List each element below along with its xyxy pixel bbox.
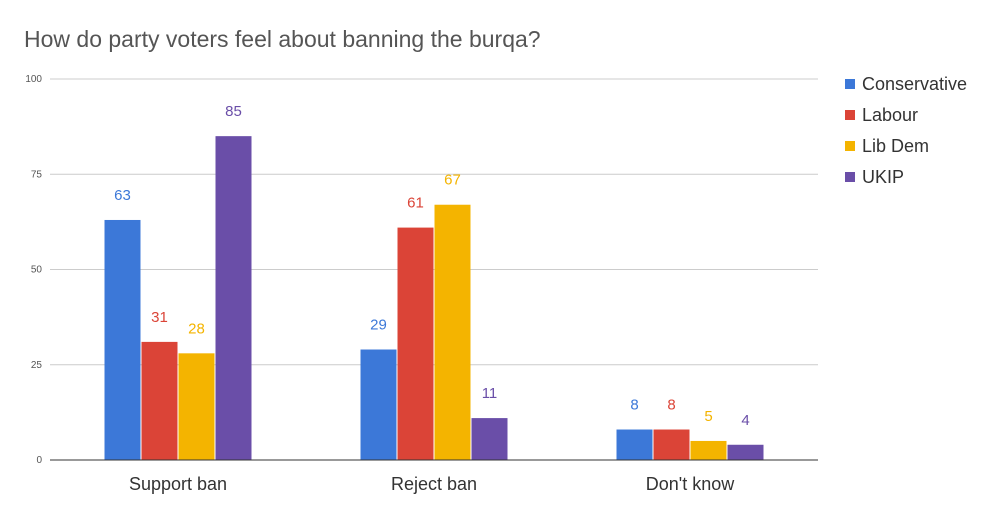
bar-labour xyxy=(397,227,434,460)
legend-swatch xyxy=(845,79,855,89)
data-label: 67 xyxy=(444,172,461,189)
bar-ukip xyxy=(215,136,252,460)
bar-conservative xyxy=(616,429,653,460)
bar-lib-dem xyxy=(434,204,471,460)
bar-lib-dem xyxy=(690,440,727,460)
legend-label: Labour xyxy=(862,105,918,125)
data-label: 4 xyxy=(741,412,749,429)
legend-swatch xyxy=(845,110,855,120)
x-category-label: Support ban xyxy=(129,474,227,494)
data-label: 11 xyxy=(482,385,498,402)
data-label: 5 xyxy=(704,408,712,425)
bar-ukip xyxy=(471,418,508,460)
legend-label: Conservative xyxy=(862,74,967,94)
data-label: 61 xyxy=(407,195,424,212)
bar-labour xyxy=(653,429,690,460)
legend-swatch xyxy=(845,172,855,182)
x-category-label: Don't know xyxy=(646,474,735,494)
bar-conservative xyxy=(104,219,141,460)
bar-ukip xyxy=(727,444,764,460)
legend-label: Lib Dem xyxy=(862,136,929,156)
y-tick-label: 0 xyxy=(36,455,42,466)
y-tick-label: 25 xyxy=(31,360,43,371)
bar-lib-dem xyxy=(178,353,215,460)
data-label: 29 xyxy=(370,317,387,334)
chart-title: How do party voters feel about banning t… xyxy=(24,26,541,52)
data-label: 8 xyxy=(630,397,638,414)
x-category-label: Reject ban xyxy=(391,474,477,494)
data-label: 31 xyxy=(151,309,168,326)
y-tick-label: 75 xyxy=(31,169,43,180)
legend-label: UKIP xyxy=(862,167,904,187)
bar-labour xyxy=(141,341,178,460)
bar-conservative xyxy=(360,349,397,460)
data-label: 28 xyxy=(188,320,205,337)
y-tick-label: 100 xyxy=(25,74,42,85)
legend-swatch xyxy=(845,141,855,151)
y-tick-label: 50 xyxy=(31,265,43,276)
data-label: 8 xyxy=(667,397,675,414)
data-label: 85 xyxy=(225,103,242,120)
data-label: 63 xyxy=(114,187,131,204)
